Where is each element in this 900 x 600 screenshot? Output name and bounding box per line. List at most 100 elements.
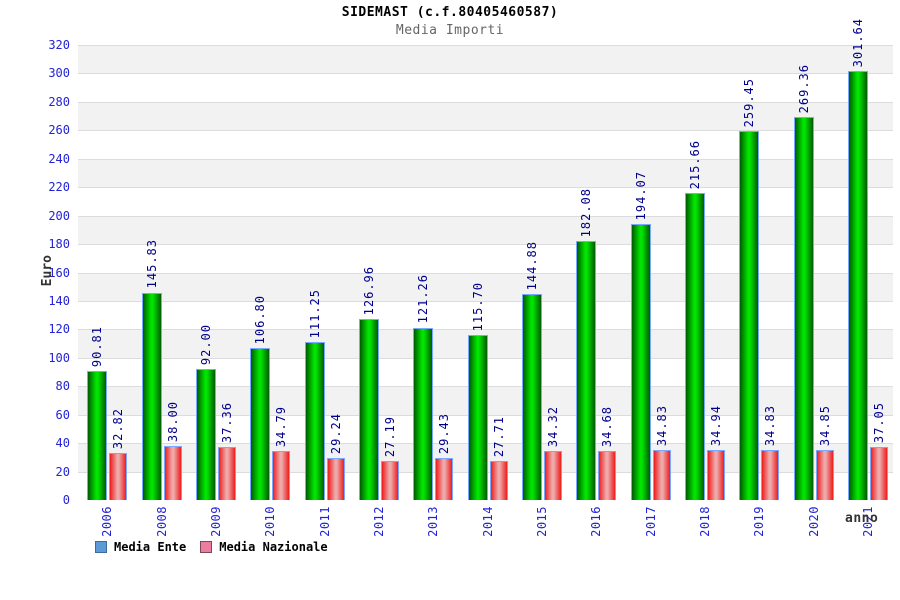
bar-media-nazionale xyxy=(163,445,182,500)
y-tick-label: 60 xyxy=(55,407,70,422)
y-tick-label: 320 xyxy=(48,38,70,52)
legend-label-media-ente: Media Ente xyxy=(114,540,187,554)
x-axis-title: anno xyxy=(845,511,879,526)
bar-value-label: 38.00 xyxy=(165,400,180,443)
bar-value-label: 115.70 xyxy=(470,282,485,332)
legend-item-media-nazionale: Media Nazionale xyxy=(200,540,328,554)
x-tick-label: 2018 xyxy=(697,506,712,537)
chart-title: SIDEMAST (c.f.80405460587) xyxy=(341,5,559,20)
y-tick-label: 160 xyxy=(48,265,70,280)
bar-value-label: 194.07 xyxy=(633,170,648,221)
bar-media-nazionale xyxy=(761,450,780,500)
x-tick-label: 2014 xyxy=(480,506,495,537)
grid-band xyxy=(78,45,893,74)
bar-value-label: 106.80 xyxy=(253,294,268,345)
x-tick-label: 2015 xyxy=(534,506,549,537)
y-tick-label: 80 xyxy=(55,379,70,394)
y-tick-label: 180 xyxy=(48,237,70,252)
bar-media-ente xyxy=(250,348,271,500)
bar-value-label: 126.96 xyxy=(361,266,376,316)
bar-media-nazionale xyxy=(217,446,236,500)
grid-band xyxy=(78,158,893,188)
y-tick-label: 280 xyxy=(48,94,70,109)
bar-media-ente xyxy=(576,241,597,500)
x-tick-label: 2006 xyxy=(100,506,115,537)
x-tick-label: 2009 xyxy=(208,506,223,537)
y-tick-label: 300 xyxy=(48,66,70,81)
legend-label-media-nazionale: Media Nazionale xyxy=(219,540,328,554)
grid-band xyxy=(78,244,893,273)
bar-media-ente xyxy=(87,370,108,500)
bar-value-label: 27.19 xyxy=(382,416,397,458)
x-tick-label: 2008 xyxy=(154,506,169,537)
x-tick-label: 2020 xyxy=(806,506,821,537)
chart-legend: Media Ente Media Nazionale xyxy=(95,540,328,554)
bar-value-label: 90.81 xyxy=(90,325,105,367)
bar-value-label: 29.43 xyxy=(437,413,452,455)
bar-media-nazionale xyxy=(652,450,671,500)
grid-band xyxy=(78,101,893,131)
bar-value-label: 34.94 xyxy=(708,405,723,447)
bar-media-ente xyxy=(141,292,162,500)
bar-media-ente xyxy=(413,327,434,500)
grid-band xyxy=(78,272,893,301)
bar-media-nazionale xyxy=(272,450,291,500)
bar-value-label: 259.45 xyxy=(742,77,757,128)
bar-media-ente xyxy=(793,117,814,500)
bar-media-nazionale xyxy=(869,447,888,500)
x-tick-label: 2013 xyxy=(426,506,441,537)
bar-value-label: 301.64 xyxy=(850,17,865,68)
y-tick-label: 0 xyxy=(62,493,70,507)
x-tick-label: 2016 xyxy=(589,506,604,537)
bar-value-label: 37.05 xyxy=(871,402,886,444)
bar-value-label: 92.00 xyxy=(198,324,213,366)
bar-value-label: 111.25 xyxy=(307,288,322,338)
bar-media-ente xyxy=(195,369,216,500)
bar-value-label: 29.24 xyxy=(328,413,343,455)
bar-media-ente xyxy=(630,224,651,500)
bar-media-nazionale xyxy=(706,450,725,500)
bar-media-ente xyxy=(847,71,868,500)
media-ente-swatch xyxy=(95,541,107,553)
bar-value-label: 34.79 xyxy=(274,405,289,447)
x-tick-label: 2011 xyxy=(317,506,332,537)
bar-media-ente xyxy=(521,293,542,500)
bar-media-nazionale xyxy=(598,450,617,500)
x-tick-label: 2010 xyxy=(263,506,278,537)
grid-band xyxy=(78,187,893,216)
bar-media-ente xyxy=(739,131,760,500)
bar-value-label: 34.83 xyxy=(654,405,669,447)
bar-media-ente xyxy=(467,335,488,500)
grid-band xyxy=(78,215,893,245)
bar-value-label: 34.85 xyxy=(817,405,832,447)
bar-media-nazionale xyxy=(109,453,128,500)
bar-media-nazionale xyxy=(435,458,454,500)
y-tick-label: 120 xyxy=(48,322,70,337)
bar-media-nazionale xyxy=(489,460,508,500)
grid-band xyxy=(78,130,893,159)
bar-value-label: 32.82 xyxy=(111,408,126,450)
y-tick-label: 260 xyxy=(48,123,70,138)
bar-value-label: 215.66 xyxy=(687,140,702,190)
y-tick-label: 20 xyxy=(55,464,70,479)
chart-subtitle: Media Importi xyxy=(395,23,505,38)
bar-media-ente xyxy=(358,319,379,500)
bar-value-label: 34.83 xyxy=(763,405,778,447)
bar-value-label: 37.36 xyxy=(219,401,234,443)
y-tick-label: 140 xyxy=(48,293,70,308)
x-tick-label: 2017 xyxy=(643,506,658,537)
bar-value-label: 121.26 xyxy=(416,274,431,324)
bar-value-label: 269.36 xyxy=(796,63,811,114)
media-nazionale-swatch xyxy=(200,541,213,553)
bar-value-label: 145.83 xyxy=(144,239,159,289)
grid-band xyxy=(78,73,893,102)
bar-value-label: 34.68 xyxy=(600,405,615,447)
bar-media-ente xyxy=(304,341,325,500)
x-tick-label: 2019 xyxy=(752,506,767,537)
bar-media-nazionale xyxy=(326,458,345,500)
bar-value-label: 182.08 xyxy=(579,187,594,238)
bar-media-ente xyxy=(684,193,705,500)
x-tick-label: 2012 xyxy=(371,506,386,537)
bar-value-label: 27.71 xyxy=(491,415,506,457)
